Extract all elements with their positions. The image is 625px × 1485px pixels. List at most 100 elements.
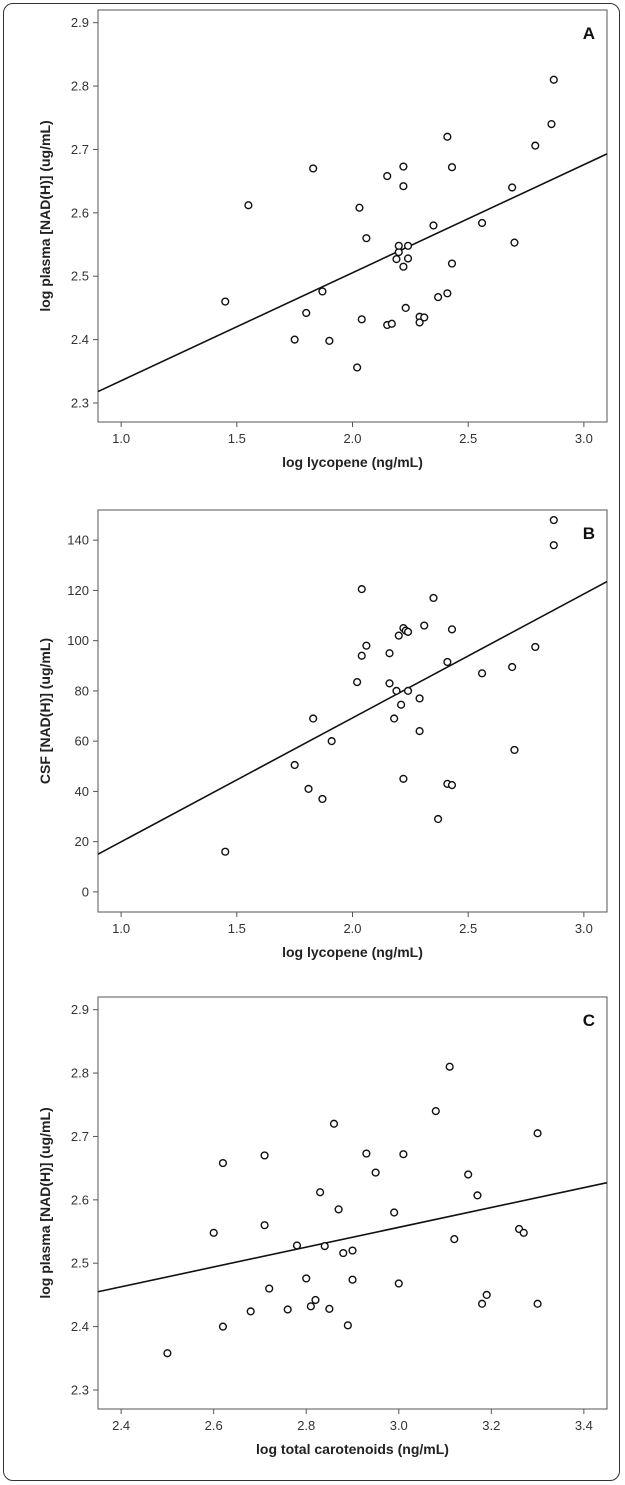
panel-letter: C (583, 1011, 595, 1030)
chart-panel-a: 2.3 2.4 2.5 2.6 2.7 2.8 2.9 1.0 1.5 2.0 2.5 3.0 log … (37, 9, 608, 470)
x-tick-label: 2.8 (297, 1418, 315, 1433)
data-point (443, 132, 452, 141)
data-point (429, 593, 438, 603)
data-point (415, 726, 424, 736)
x-tick-label: 3.0 (575, 431, 593, 446)
data-point (429, 221, 438, 230)
x-tick-label: 3.2 (482, 1418, 500, 1433)
data-point (348, 1246, 357, 1255)
y-axis-title: CSF [NAD(H)] (ug/mL) (37, 638, 53, 784)
data-point (394, 241, 403, 250)
x-axis-title: log lycopene (ng/mL) (282, 944, 423, 960)
data-point (401, 303, 410, 313)
y-tick-label: 2.4 (71, 332, 89, 347)
data-point (415, 318, 424, 327)
data-point (327, 737, 336, 746)
data-point (443, 657, 452, 667)
plot-area (97, 996, 608, 1410)
regression-line (97, 1181, 608, 1293)
y-tick-label: 140 (67, 533, 89, 548)
x-tick-label: 1.0 (112, 431, 130, 446)
data-point (394, 1279, 403, 1288)
y-tick-label: 2.8 (71, 79, 89, 94)
data-point (265, 1284, 274, 1293)
data-point (547, 119, 556, 129)
data-point (290, 760, 299, 770)
y-tick-label: 2.4 (71, 1319, 89, 1334)
data-point (309, 164, 318, 173)
data-point (339, 1248, 348, 1258)
data-point (357, 651, 366, 660)
y-tick-label: 0 (82, 884, 89, 899)
data-point (306, 1302, 315, 1311)
regression-line (97, 580, 608, 855)
data-point (209, 1228, 218, 1237)
x-tick-label: 2.4 (112, 1418, 130, 1433)
x-tick-label: 1.0 (112, 921, 130, 936)
regression-line (97, 153, 608, 393)
x-tick-label: 3.4 (575, 1418, 593, 1433)
data-point (434, 814, 443, 824)
data-point (508, 662, 517, 672)
data-point (385, 679, 394, 688)
data-point (362, 1149, 371, 1158)
x-axis-title: log lycopene (ng/mL) (282, 454, 423, 470)
data-point (533, 1299, 542, 1308)
x-tick-label: 3.0 (575, 921, 593, 936)
y-tick-label: 2.6 (71, 1192, 89, 1207)
data-point (392, 686, 401, 696)
data-point (390, 714, 399, 723)
data-point (387, 319, 396, 328)
plot-area (97, 509, 608, 913)
data-point (445, 1062, 454, 1071)
y-axis-title: log plasma [NAD(H)] (ug/mL) (37, 1107, 53, 1298)
data-point (447, 625, 457, 634)
y-tick-label: 2.6 (71, 205, 89, 220)
x-tick-label: 1.5 (228, 431, 246, 446)
y-tick-label: 40 (75, 784, 89, 799)
data-point (353, 363, 362, 372)
data-point (348, 1275, 357, 1284)
data-point (260, 1221, 269, 1230)
data-point (549, 75, 558, 84)
data-point (531, 141, 540, 150)
data-point (403, 627, 413, 636)
data-point (464, 1170, 473, 1179)
y-tick-label: 20 (75, 834, 89, 849)
data-point (399, 162, 408, 171)
data-point (221, 297, 230, 306)
y-tick-label: 100 (67, 633, 89, 648)
data-point (302, 1274, 311, 1283)
data-point (244, 201, 253, 210)
data-point (510, 745, 519, 755)
data-point (309, 714, 318, 723)
plot-area (97, 9, 608, 423)
data-point (304, 784, 313, 793)
data-point (477, 669, 487, 678)
y-tick-label: 2.9 (71, 15, 89, 30)
data-point (320, 1242, 329, 1251)
data-point (316, 1188, 325, 1197)
x-tick-label: 2.5 (459, 431, 477, 446)
y-tick-label: 2.7 (71, 142, 89, 157)
data-point (292, 1241, 302, 1250)
chart-panel-c: 2.3 2.4 2.5 2.6 2.7 2.8 2.9 2.4 2.6 2.8 3.0 3.2 3.4 l… (37, 996, 608, 1457)
data-point (508, 183, 517, 192)
data-point (392, 255, 401, 264)
data-point (218, 1158, 228, 1168)
y-tick-label: 120 (67, 583, 89, 598)
data-point (482, 1290, 491, 1300)
data-point (283, 1305, 292, 1314)
data-point (447, 163, 457, 172)
y-axis-title: log plasma [NAD(H)] (ug/mL) (37, 120, 53, 311)
data-point (246, 1307, 255, 1316)
data-point (371, 1168, 380, 1177)
data-point (334, 1205, 343, 1214)
data-point (519, 1228, 528, 1237)
y-tick-label: 2.8 (71, 1066, 89, 1081)
x-tick-label: 2.0 (343, 431, 361, 446)
data-point (329, 1119, 339, 1128)
y-tick-label: 2.5 (71, 1256, 89, 1271)
x-axis-title: log total carotenoids (ng/mL) (256, 1441, 449, 1457)
